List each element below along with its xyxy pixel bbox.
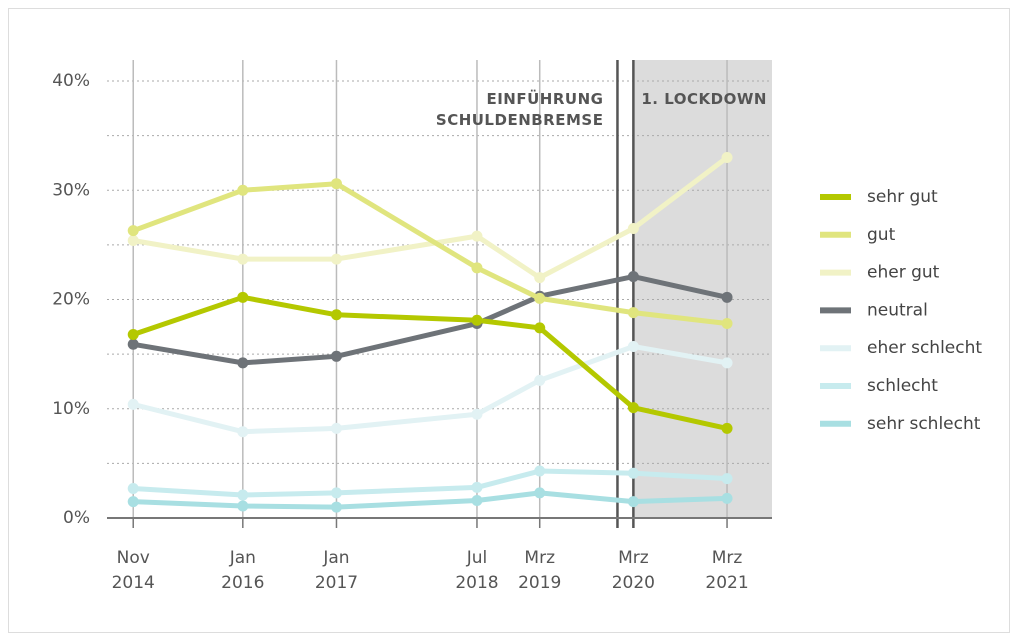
point bbox=[627, 402, 639, 414]
point bbox=[471, 408, 483, 420]
point bbox=[237, 184, 249, 196]
point bbox=[471, 314, 483, 326]
legend-label: eher schlecht bbox=[867, 338, 982, 358]
point bbox=[127, 398, 139, 410]
annotation-label: EINFÜHRUNG SCHULDENBREMSE bbox=[436, 89, 604, 129]
point bbox=[127, 496, 139, 508]
point bbox=[721, 357, 733, 369]
legend-label: eher gut bbox=[867, 263, 940, 283]
point bbox=[237, 357, 249, 369]
point bbox=[721, 318, 733, 330]
point bbox=[330, 178, 342, 190]
point bbox=[330, 422, 342, 434]
point bbox=[534, 322, 546, 334]
point bbox=[627, 496, 639, 508]
x-tick-label: Jan 2017 bbox=[315, 548, 358, 593]
point bbox=[127, 225, 139, 237]
legend-label: sehr gut bbox=[867, 187, 938, 207]
point bbox=[627, 271, 639, 283]
x-tick-label: Nov 2014 bbox=[112, 548, 155, 593]
y-tick-label: 10% bbox=[52, 399, 90, 419]
point bbox=[330, 253, 342, 265]
lockdown-shade bbox=[633, 60, 772, 518]
point bbox=[721, 291, 733, 303]
point bbox=[127, 328, 139, 340]
legend-label: schlecht bbox=[867, 376, 938, 396]
point bbox=[237, 253, 249, 265]
point bbox=[471, 262, 483, 274]
point bbox=[627, 307, 639, 319]
point bbox=[330, 501, 342, 513]
point bbox=[721, 422, 733, 434]
y-tick-label: 20% bbox=[52, 290, 90, 310]
point bbox=[721, 492, 733, 504]
legend-label: neutral bbox=[867, 300, 928, 320]
point bbox=[534, 292, 546, 304]
point bbox=[237, 426, 249, 438]
point bbox=[330, 487, 342, 499]
point bbox=[237, 489, 249, 501]
point bbox=[127, 235, 139, 247]
x-tick-label: Jan 2016 bbox=[221, 548, 264, 593]
point bbox=[721, 473, 733, 485]
x-tick-label: Mrz 2020 bbox=[612, 548, 655, 593]
y-tick-label: 0% bbox=[63, 508, 90, 528]
point bbox=[471, 481, 483, 493]
y-tick-label: 30% bbox=[52, 180, 90, 200]
legend-label: sehr schlecht bbox=[867, 414, 981, 434]
point bbox=[534, 465, 546, 477]
point bbox=[330, 309, 342, 321]
point bbox=[330, 350, 342, 362]
y-tick-label: 40% bbox=[52, 71, 90, 91]
x-tick-label: Mrz 2021 bbox=[705, 548, 748, 593]
point bbox=[534, 487, 546, 499]
point bbox=[471, 230, 483, 242]
point bbox=[627, 222, 639, 234]
annotation-label: 1. LOCKDOWN bbox=[641, 90, 767, 108]
x-tick-label: Mrz 2019 bbox=[518, 548, 561, 593]
point bbox=[534, 374, 546, 386]
point bbox=[534, 272, 546, 284]
point bbox=[127, 338, 139, 350]
point bbox=[471, 495, 483, 507]
point bbox=[237, 291, 249, 303]
point bbox=[237, 500, 249, 512]
point bbox=[627, 467, 639, 479]
point bbox=[627, 340, 639, 352]
point bbox=[721, 151, 733, 163]
legend-label: gut bbox=[867, 225, 896, 245]
x-tick-label: Jul 2018 bbox=[455, 548, 498, 593]
point bbox=[127, 483, 139, 495]
